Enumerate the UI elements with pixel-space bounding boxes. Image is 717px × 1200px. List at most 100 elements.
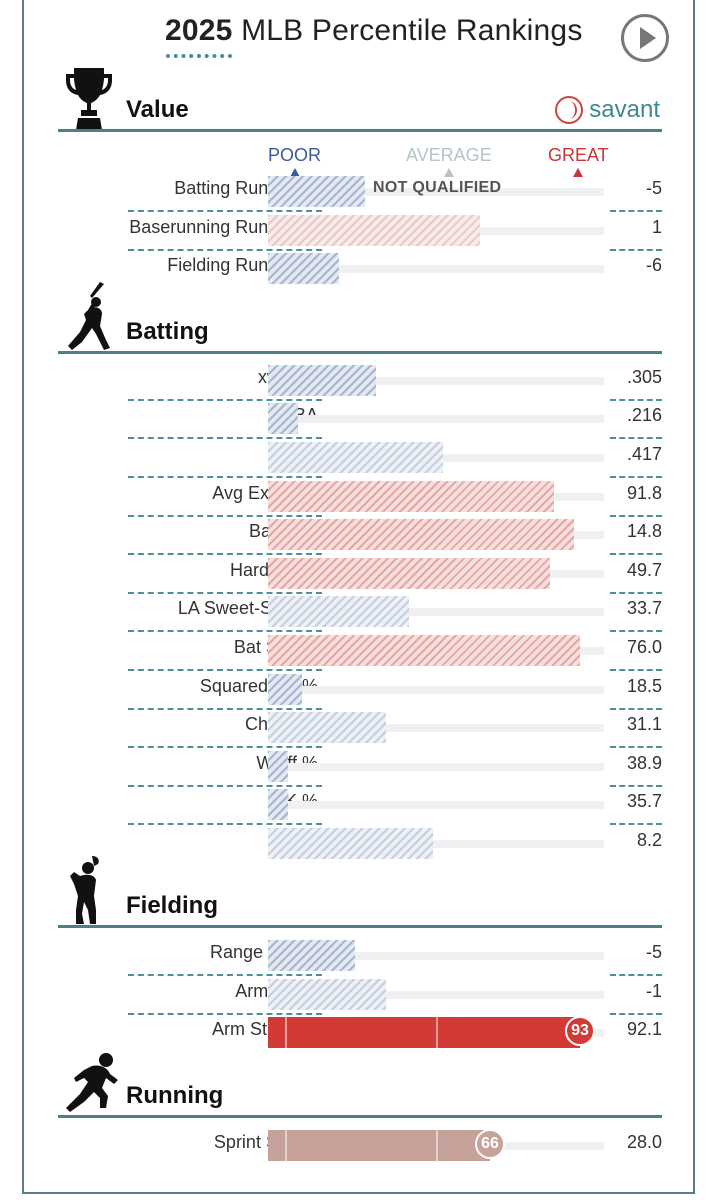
play-icon[interactable] <box>621 14 669 62</box>
row-divider <box>610 437 662 439</box>
metric-value: 33.7 <box>626 598 662 618</box>
row-divider <box>128 515 322 517</box>
percentile-bar[interactable] <box>268 1130 490 1161</box>
metric-row[interactable]: Fielding Run Value -6 <box>60 251 662 289</box>
metric-row[interactable]: LA Sweet-Spot % 33.7 <box>60 594 662 632</box>
batter-icon <box>68 282 110 350</box>
percentile-bar[interactable] <box>268 940 355 971</box>
percentile-bar[interactable] <box>268 481 554 512</box>
metric-row[interactable]: Batting Run Value NOT QUALIFIED -5 <box>60 174 662 212</box>
metric-value: 49.7 <box>626 560 662 580</box>
percentile-bar[interactable] <box>268 828 433 859</box>
scale-poor: POOR <box>268 145 321 177</box>
percentile-track <box>268 686 604 694</box>
section-rule <box>58 1115 662 1118</box>
title-underline <box>166 54 232 58</box>
percentile-track <box>268 763 604 771</box>
bar-tick <box>285 1017 287 1048</box>
metric-value: .305 <box>626 367 662 387</box>
percentile-bar[interactable] <box>268 365 376 396</box>
metric-value: 91.8 <box>626 483 662 503</box>
metric-value: .216 <box>626 405 662 425</box>
row-divider <box>128 630 322 632</box>
runner-icon <box>66 1053 118 1112</box>
scale-average-marker <box>443 168 454 177</box>
row-divider <box>610 708 662 710</box>
percentile-bar[interactable] <box>268 176 365 207</box>
percentile-bar[interactable] <box>268 215 480 246</box>
metric-row[interactable]: Arm Value-1 <box>60 977 662 1015</box>
metric-row[interactable]: Range (OAA) -5 <box>60 938 662 976</box>
percentile-bar[interactable] <box>268 751 288 782</box>
row-divider <box>610 974 662 976</box>
section-fielding: Fielding <box>58 856 662 928</box>
trophy-icon <box>66 68 112 130</box>
metric-row[interactable]: BB %8.2 <box>60 826 662 864</box>
metric-row[interactable]: Chase %31.1 <box>60 710 662 748</box>
percentile-bar[interactable] <box>268 712 386 743</box>
percentile-bar[interactable] <box>268 253 339 284</box>
row-divider <box>128 437 322 439</box>
page-title: 2025 MLB Percentile Rankings <box>165 14 583 48</box>
row-divider <box>610 823 662 825</box>
percentile-bar[interactable] <box>268 635 580 666</box>
metric-row[interactable]: Avg Exit Velo 91.8 <box>60 479 662 517</box>
percentile-bar[interactable] <box>268 558 550 589</box>
metric-row[interactable]: Bat Speed76.0 <box>60 633 662 671</box>
row-divider <box>610 592 662 594</box>
row-divider <box>128 592 322 594</box>
metric-row[interactable]: K %35.7 <box>60 787 662 825</box>
percentile-bar[interactable] <box>268 519 574 550</box>
metric-value: 1 <box>651 217 662 237</box>
metric-row[interactable]: xBA.216 <box>60 401 662 439</box>
row-divider <box>610 630 662 632</box>
row-divider <box>128 669 322 671</box>
scale-average-label: AVERAGE <box>406 145 492 165</box>
metric-row[interactable]: Barrel %14.8 <box>60 517 662 555</box>
savant-logo[interactable]: savant <box>555 96 660 124</box>
metric-value: 8.2 <box>636 830 662 850</box>
percentile-badge: 93 <box>565 1016 595 1046</box>
metric-value: 38.9 <box>626 753 662 773</box>
section-label-batting: Batting <box>126 318 209 345</box>
metric-row[interactable]: xSLG.417 <box>60 440 662 478</box>
bar-tick <box>436 1130 438 1161</box>
section-rule <box>58 351 662 354</box>
section-label-fielding: Fielding <box>126 892 218 919</box>
percentile-bar[interactable] <box>268 674 302 705</box>
metric-row[interactable]: Whiff %38.9 <box>60 749 662 787</box>
metric-value: -6 <box>645 255 662 275</box>
row-divider <box>610 746 662 748</box>
metric-value: -5 <box>645 942 662 962</box>
percentile-bar[interactable] <box>268 979 386 1010</box>
metric-value: 35.7 <box>626 791 662 811</box>
row-divider <box>128 553 322 555</box>
percentile-bar[interactable] <box>268 442 443 473</box>
metric-value: 31.1 <box>626 714 662 734</box>
metric-row[interactable]: Baserunning Run Value 1 <box>60 213 662 251</box>
metric-row[interactable]: Squared-Up % 18.5 <box>60 672 662 710</box>
section-running: Running <box>58 1048 662 1118</box>
percentile-bar[interactable] <box>268 1017 580 1048</box>
percentile-bar[interactable] <box>268 596 409 627</box>
metric-value: 14.8 <box>626 521 662 541</box>
metric-row[interactable]: Arm Strength 93 92.1 <box>60 1015 662 1053</box>
metric-row[interactable]: Sprint Speed 66 28.0 <box>60 1128 662 1166</box>
metric-value: 18.5 <box>626 676 662 696</box>
metric-row[interactable]: xwOBA.305 <box>60 363 662 401</box>
metric-row[interactable]: Hard-Hit %49.7 <box>60 556 662 594</box>
row-divider <box>610 515 662 517</box>
section-value: Value savant <box>58 62 662 132</box>
row-divider <box>610 249 662 251</box>
fielder-icon <box>70 856 99 924</box>
percentile-badge: 66 <box>475 1129 505 1159</box>
percentile-track <box>268 724 604 732</box>
savant-text: savant <box>589 96 660 123</box>
row-divider <box>610 399 662 401</box>
row-divider <box>128 210 322 212</box>
title-text: MLB Percentile Rankings <box>241 14 583 47</box>
metric-value: -5 <box>645 178 662 198</box>
percentile-bar[interactable] <box>268 403 298 434</box>
percentile-bar[interactable] <box>268 789 288 820</box>
section-label-running: Running <box>126 1082 224 1109</box>
